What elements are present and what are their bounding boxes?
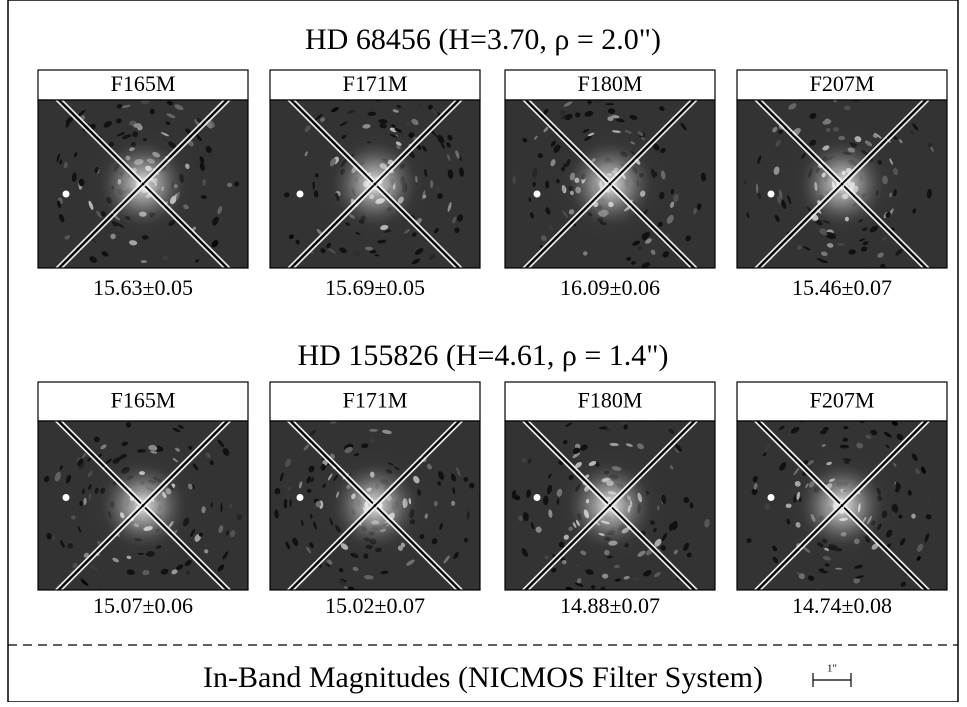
magnitude-label: 15.02±0.07 [325,593,425,618]
magnitude-label: 15.63±0.05 [93,275,193,300]
magnitude-label: 15.46±0.07 [792,275,892,300]
speckle [690,502,694,508]
panel: F180M 16.09±0.06 [477,54,743,314]
filter-label: F171M [343,71,408,96]
panel: F207M 14.74±0.08 [709,376,967,636]
companion [63,494,70,501]
speckle [836,269,843,273]
companion [768,191,775,198]
filter-label: F180M [578,388,643,413]
companion [297,191,304,198]
magnitude-label: 15.69±0.05 [325,275,425,300]
group-title: HD 155826 (H=4.61, ρ = 1.4") [297,339,668,372]
filter-label: F165M [111,388,176,413]
panel: F180M 14.88±0.07 [477,376,743,636]
panel: F171M 15.69±0.05 [242,54,508,314]
panel: F165M 15.07±0.06 [10,376,276,636]
magnitude-label: 14.88±0.07 [560,593,660,618]
filter-label: F207M [810,71,875,96]
footer-caption: In-Band Magnitudes (NICMOS Filter System… [203,661,763,694]
companion [297,494,304,501]
magnitude-label: 16.09±0.06 [560,275,660,300]
companion [534,494,541,501]
panel: F207M 15.46±0.07 [709,54,967,314]
scale-bar: 1" [813,663,851,687]
panel: F171M 15.02±0.07 [242,376,508,636]
companion [534,191,541,198]
speckle [532,182,535,187]
filter-label: F180M [578,71,643,96]
speckle [229,503,233,508]
speckle [234,181,239,186]
magnitude-label: 15.07±0.06 [93,593,193,618]
panel: F165M 15.63±0.05 [10,54,276,314]
companion [768,494,775,501]
group-title: HD 68456 (H=3.70, ρ = 2.0") [305,23,661,56]
companion [63,191,70,198]
magnitude-label: 14.74±0.08 [792,593,892,618]
filter-label: F207M [810,388,875,413]
scale-label: 1" [827,663,837,675]
speckle [141,270,147,274]
figure: In-Band Magnitudes (NICMOS Filter System… [0,0,967,702]
filter-label: F165M [111,71,176,96]
filter-label: F171M [343,388,408,413]
